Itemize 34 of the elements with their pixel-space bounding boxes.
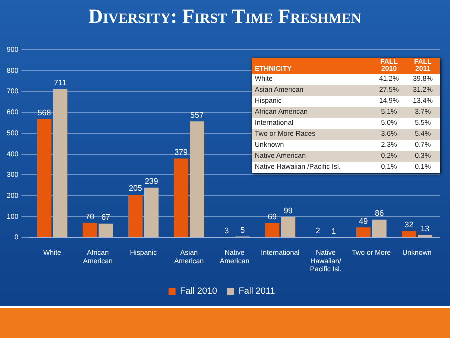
data-label: 32 — [404, 220, 414, 230]
data-label: 67 — [102, 213, 112, 222]
data-label: 99 — [284, 206, 294, 216]
bar — [372, 220, 387, 238]
bar — [174, 158, 188, 238]
data-label: 239 — [144, 177, 159, 186]
legend-label: Fall 2010 — [180, 286, 218, 296]
data-label: 379 — [174, 148, 188, 157]
data-label: 49 — [359, 216, 369, 226]
legend-label: Fall 2011 — [238, 286, 276, 296]
data-label: 1 — [332, 226, 337, 236]
data-label: 13 — [420, 224, 430, 234]
chart-title: Diversity: First Time Freshmen — [88, 6, 362, 29]
bar — [37, 119, 52, 238]
bar — [98, 224, 114, 238]
bar — [265, 223, 280, 238]
data-label: 86 — [375, 209, 385, 218]
data-label: 557 — [190, 110, 204, 120]
data-label: 711 — [54, 78, 68, 88]
data-label: 3 — [224, 226, 230, 236]
bar — [82, 223, 98, 238]
bar — [128, 195, 143, 238]
bar — [190, 122, 204, 238]
data-label: 568 — [38, 108, 52, 118]
data-label: 69 — [268, 212, 278, 222]
bar — [144, 188, 159, 238]
data-label: 2 — [316, 226, 321, 236]
data-label: 205 — [129, 184, 143, 194]
bar — [402, 231, 416, 238]
bar — [356, 228, 371, 238]
data-label: 70 — [86, 212, 96, 222]
bar — [281, 217, 296, 238]
bar — [53, 89, 68, 238]
data-label: 5 — [240, 226, 246, 235]
